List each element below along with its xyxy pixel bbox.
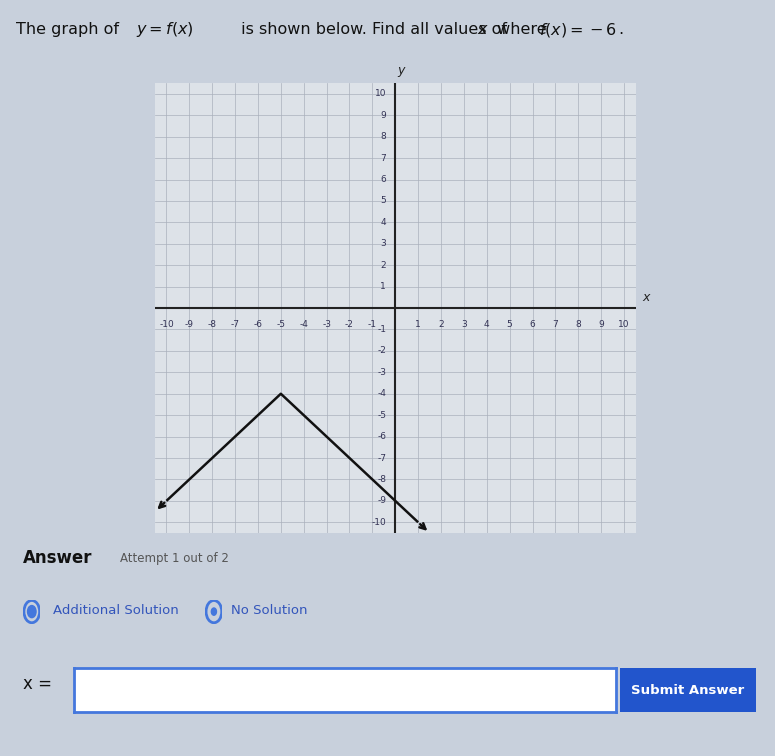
Text: The graph of: The graph of	[16, 22, 124, 37]
Text: -1: -1	[377, 325, 386, 334]
Text: 8: 8	[381, 132, 386, 141]
Text: Additional Solution: Additional Solution	[53, 604, 178, 617]
Text: -4: -4	[377, 389, 386, 398]
Text: -3: -3	[322, 320, 331, 329]
Text: 1: 1	[381, 282, 386, 291]
Text: -9: -9	[377, 497, 386, 505]
Text: -9: -9	[184, 320, 194, 329]
Text: 7: 7	[553, 320, 558, 329]
Text: -5: -5	[377, 411, 386, 420]
Text: -5: -5	[277, 320, 285, 329]
Text: 4: 4	[484, 320, 490, 329]
Circle shape	[212, 608, 216, 615]
Text: -7: -7	[377, 454, 386, 463]
Text: x: x	[642, 291, 649, 304]
Text: 3: 3	[461, 320, 467, 329]
Text: -4: -4	[299, 320, 308, 329]
Text: 10: 10	[618, 320, 630, 329]
Text: $y = f(x)$: $y = f(x)$	[136, 20, 194, 39]
Text: $x$: $x$	[477, 22, 489, 37]
Text: -3: -3	[377, 368, 386, 376]
Text: 9: 9	[598, 320, 604, 329]
Text: 6: 6	[529, 320, 536, 329]
Text: x =: x =	[23, 675, 52, 693]
Text: 5: 5	[507, 320, 512, 329]
Circle shape	[28, 606, 36, 618]
Text: -8: -8	[208, 320, 217, 329]
Text: where: where	[492, 22, 552, 37]
Text: -1: -1	[368, 320, 377, 329]
Text: 6: 6	[381, 175, 386, 184]
Text: 9: 9	[381, 111, 386, 119]
Text: 4: 4	[381, 218, 386, 227]
Text: No Solution: No Solution	[231, 604, 308, 617]
Text: is shown below. Find all values of: is shown below. Find all values of	[236, 22, 512, 37]
Text: -2: -2	[345, 320, 354, 329]
Text: 8: 8	[575, 320, 581, 329]
Text: y: y	[398, 64, 405, 77]
Text: 3: 3	[381, 240, 386, 248]
Text: 1: 1	[415, 320, 421, 329]
Text: 10: 10	[374, 89, 386, 98]
Text: .: .	[618, 22, 624, 37]
Text: -10: -10	[371, 518, 386, 527]
Text: $f(x) = -6$: $f(x) = -6$	[539, 20, 617, 39]
Text: -10: -10	[159, 320, 174, 329]
Text: 7: 7	[381, 153, 386, 163]
Text: Answer: Answer	[23, 549, 93, 567]
Text: -6: -6	[377, 432, 386, 441]
Text: 5: 5	[381, 197, 386, 206]
Text: -2: -2	[377, 346, 386, 355]
Text: 2: 2	[381, 261, 386, 270]
Text: -6: -6	[253, 320, 263, 329]
Text: Submit Answer: Submit Answer	[631, 683, 745, 697]
Text: -7: -7	[231, 320, 239, 329]
Text: 2: 2	[438, 320, 444, 329]
Text: -8: -8	[377, 475, 386, 484]
Text: Attempt 1 out of 2: Attempt 1 out of 2	[120, 552, 229, 565]
